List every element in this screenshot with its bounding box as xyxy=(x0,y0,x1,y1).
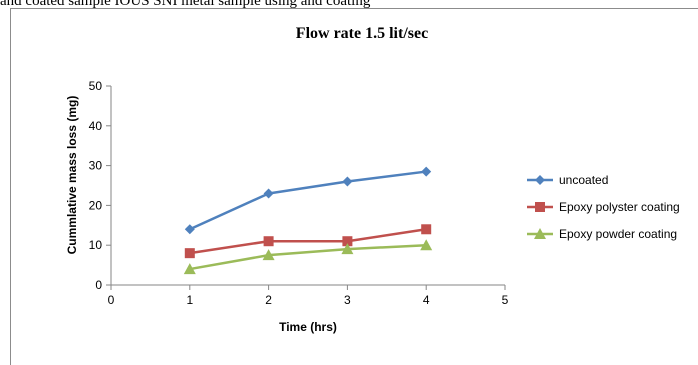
x-tick-label: 3 xyxy=(344,293,351,307)
axes: 0 10 20 30 40 50 0 1 2 3 4 5 xyxy=(89,79,509,307)
y-tick-label: 10 xyxy=(89,238,103,252)
data-point-1-3 xyxy=(342,176,353,187)
x-tick-label: 4 xyxy=(423,293,430,307)
plot-area xyxy=(183,166,433,275)
x-axis-label: Time (hrs) xyxy=(279,320,337,334)
legend-marker-2 xyxy=(535,202,545,212)
legend: uncoated Epoxy polyster coating Epoxy powd… xyxy=(527,173,680,241)
y-tick-label: 40 xyxy=(89,119,103,133)
legend-marker-1 xyxy=(535,175,545,185)
data-point-2-3 xyxy=(342,236,353,247)
x-tick-label: 5 xyxy=(502,293,509,307)
data-point-2-1 xyxy=(184,248,195,259)
data-point-3-3 xyxy=(341,243,354,255)
series-line-2 xyxy=(189,228,427,255)
data-point-2-4 xyxy=(421,224,432,235)
x-tick-label: 2 xyxy=(265,293,272,307)
data-point-3-2 xyxy=(262,249,275,261)
y-tick-label: 30 xyxy=(89,159,103,173)
legend-label-3: Epoxy powder coating xyxy=(559,227,677,241)
y-tick-label: 0 xyxy=(95,278,102,292)
x-tick-label: 0 xyxy=(108,293,115,307)
series-line-1 xyxy=(189,170,427,231)
y-tick-label: 20 xyxy=(89,198,103,212)
legend-label-2: Epoxy polyster coating xyxy=(559,200,680,214)
legend-marker-3 xyxy=(534,228,546,239)
y-tick-label: 50 xyxy=(89,79,103,93)
data-point-3-1 xyxy=(183,263,196,275)
x-tick-label: 1 xyxy=(186,293,193,307)
page-caption-fragment: and coated sample IOUS SNI metal sample … xyxy=(0,0,371,8)
data-point-1-4 xyxy=(421,166,432,177)
data-point-1-2 xyxy=(263,188,274,199)
legend-label-1: uncoated xyxy=(559,173,608,187)
chart-title: Flow rate 1.5 lit/sec xyxy=(296,25,428,42)
data-point-2-2 xyxy=(263,236,274,247)
series-line-3 xyxy=(189,243,427,271)
y-axis-label: Cummlative mass loss (mg) xyxy=(65,96,79,255)
data-point-1-1 xyxy=(184,224,195,235)
chart-frame xyxy=(10,8,698,365)
data-point-3-4 xyxy=(420,239,433,251)
